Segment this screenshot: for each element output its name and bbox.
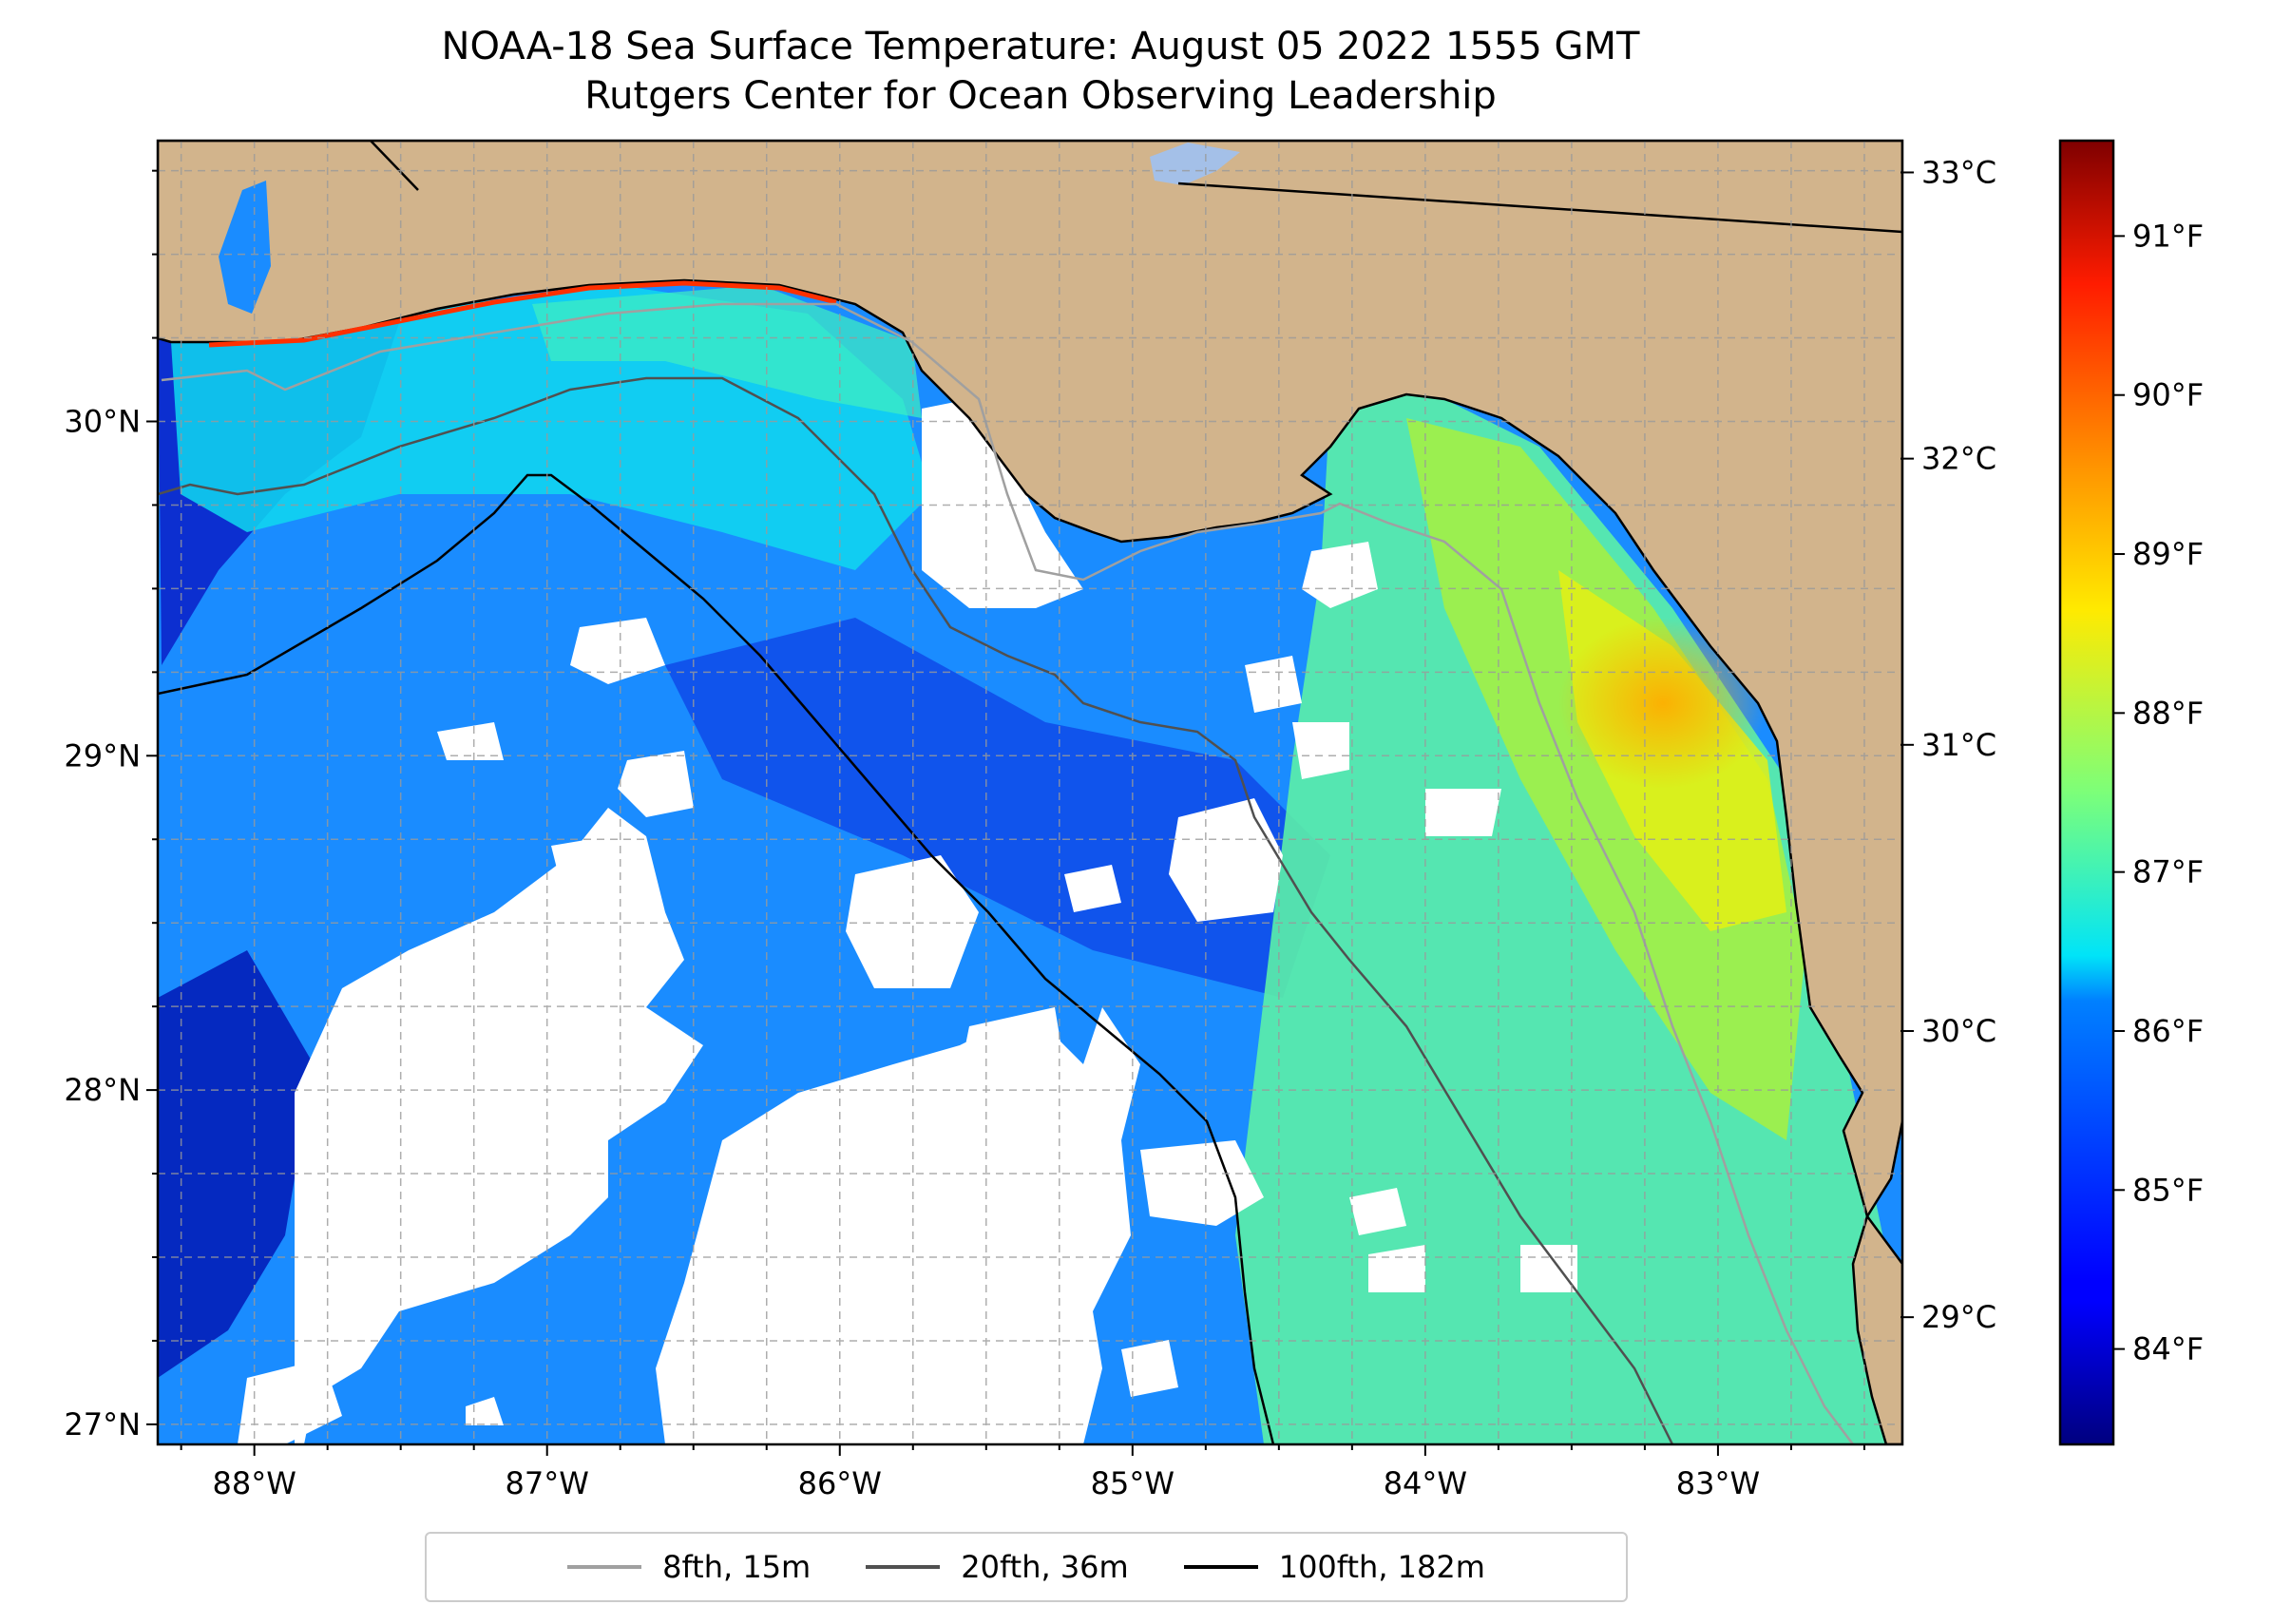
contour-100fth [158, 473, 1275, 1444]
legend-swatch-20fth [866, 1565, 941, 1569]
legend-label: 100fth, 182m [1278, 1549, 1485, 1585]
contour-legend: 8fth, 15m 20fth, 36m 100fth, 182m [425, 1532, 1628, 1602]
legend-item: 100fth, 182m [1183, 1549, 1485, 1585]
lat-tick-label: 30°N [64, 404, 141, 440]
fahrenheit-tick-label: 91°F [2132, 218, 2204, 254]
fahrenheit-tick-label: 89°F [2132, 536, 2204, 572]
legend-item: 20fth, 36m [866, 1549, 1129, 1585]
bay-water [219, 181, 271, 314]
fahrenheit-tick-label: 85°F [2132, 1172, 2204, 1208]
map-frame [156, 139, 1904, 1446]
map-subtitle: Rutgers Center for Ocean Observing Leade… [584, 74, 1497, 118]
lon-tick-label: 88°W [212, 1465, 296, 1501]
legend-swatch-100fth [1183, 1565, 1258, 1569]
state-border [370, 141, 419, 191]
colorbar: 29°C 30°C 31°C 32°C 33°C 84°F 85°F 86°F 87°F 88°… [1900, 139, 2204, 1446]
state-border [1177, 182, 1902, 234]
hot-coastal-fringe [208, 280, 837, 348]
lat-tick-label: 28°N [64, 1072, 141, 1108]
sst-map [158, 141, 1902, 1444]
celsius-tick-label: 29°C [1921, 1299, 1996, 1335]
mid-temp-region [532, 285, 922, 418]
cool-water-region [665, 618, 1330, 998]
land-mass [158, 141, 1902, 1220]
fahrenheit-tick-label: 88°F [2132, 695, 2204, 731]
fahrenheit-tick-label: 86°F [2132, 1013, 2204, 1049]
celsius-tick-label: 33°C [1921, 154, 1996, 190]
lon-tick-label: 85°W [1091, 1465, 1175, 1501]
land-mass [1851, 1213, 1902, 1444]
lon-tick-label: 83°W [1676, 1465, 1760, 1501]
map-title: NOAA-18 Sea Surface Temperature: August … [441, 25, 1640, 68]
fahrenheit-tick-label: 90°F [2132, 377, 2204, 413]
lon-tick-label: 84°W [1384, 1465, 1467, 1501]
lat-tick-label: 27°N [64, 1406, 141, 1442]
celsius-tick-label: 30°C [1921, 1013, 1996, 1049]
colorbar-gradient [2058, 139, 2115, 1446]
legend-swatch-8fth [567, 1565, 642, 1569]
celsius-tick-label: 32°C [1921, 441, 1996, 477]
warm-water-region [1235, 390, 1902, 1444]
gridlines [158, 141, 1902, 1444]
warmest-water-spot [1558, 618, 1767, 789]
longitude-axis: 88°W 87°W 86°W 85°W 84°W 83°W [180, 1444, 1865, 1501]
fahrenheit-axis: 84°F 85°F 86°F 87°F 88°F 89°F 90°F 91°F [2113, 218, 2204, 1367]
latitude-axis: 27°N 28°N 29°N 30°N [64, 169, 158, 1442]
celsius-tick-label: 31°C [1921, 727, 1996, 763]
contour-8fth [161, 302, 1854, 1444]
lake-icon [1150, 143, 1240, 185]
lat-tick-label: 29°N [64, 737, 141, 774]
legend-label: 8fth, 15m [662, 1549, 812, 1585]
fahrenheit-tick-label: 84°F [2132, 1331, 2204, 1367]
fahrenheit-tick-label: 87°F [2132, 854, 2204, 890]
contour-20fth [158, 376, 1674, 1444]
lon-tick-label: 86°W [798, 1465, 882, 1501]
celsius-axis: 29°C 30°C 31°C 32°C 33°C [1900, 154, 1996, 1335]
legend-item: 8fth, 15m [567, 1549, 811, 1585]
no-data-regions [238, 399, 1577, 1444]
cool-water-region [158, 950, 314, 1378]
lon-tick-label: 87°W [506, 1465, 589, 1501]
legend-label: 20fth, 36m [961, 1549, 1129, 1585]
